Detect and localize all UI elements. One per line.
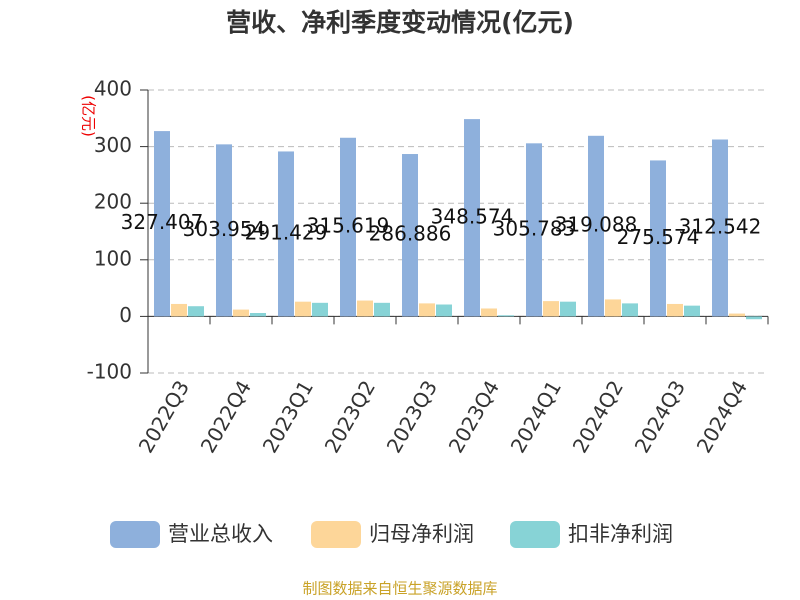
source-note: 制图数据来自恒生聚源数据库 [302,580,497,598]
x-tick-label: 2024Q3 [630,376,690,457]
data-label: 303.954 [183,217,266,241]
bar [650,160,666,317]
legend-label: 归母净利润 [369,522,474,546]
bar [188,306,204,317]
y-tick-label: 400 [94,77,132,101]
chart-title: 营收、净利季度变动情况(亿元) [226,8,574,37]
data-label: 291.429 [245,220,328,244]
bar [729,313,745,317]
data-label: 312.542 [679,214,762,238]
legend-swatch [311,521,361,548]
bar [543,301,559,317]
bar [667,303,683,317]
bar [560,301,576,317]
data-label: 319.088 [555,213,638,237]
data-label: 327.407 [121,210,204,234]
data-label: 305.783 [493,216,576,240]
data-label: 348.574 [431,204,514,228]
bar [357,300,373,317]
x-tick-label: 2022Q3 [134,376,194,457]
y-tick-label: 0 [119,303,132,327]
bar [295,301,311,317]
bar [171,303,187,317]
bar [419,303,435,317]
legend-swatch [510,521,560,548]
y-tick-label: 200 [94,190,132,214]
y-axis-label: (亿元) [80,95,98,137]
bar [746,316,762,320]
x-tick-label: 2023Q3 [382,376,442,457]
x-tick-label: 2023Q1 [258,376,318,457]
bar [216,144,232,317]
bar [605,299,621,317]
bar [498,315,514,317]
bar [340,137,356,317]
bar [374,302,390,317]
bar [278,151,294,317]
y-tick-label: 300 [94,133,132,157]
x-tick-label: 2024Q2 [568,376,628,457]
bar [526,143,542,317]
bar [154,131,170,317]
legend-label: 扣非净利润 [568,522,673,546]
bar [684,305,700,317]
bar [622,303,638,317]
legend-label: 营业总收入 [168,522,273,546]
data-label: 275.574 [617,225,700,249]
legend-swatch [110,521,160,548]
y-tick-label: 100 [94,246,132,270]
bar [588,135,604,317]
bar [712,139,728,317]
data-label: 315.619 [307,214,390,238]
bar [250,313,266,317]
bar [402,154,418,317]
x-tick-label: 2023Q2 [320,376,380,457]
x-tick-label: 2022Q4 [196,376,256,457]
bar [481,308,497,317]
bar [312,302,328,317]
x-tick-label: 2024Q1 [506,376,566,457]
x-tick-label: 2023Q4 [444,376,504,457]
y-tick-label: -100 [87,360,132,384]
data-label: 286.886 [369,222,452,246]
bar [233,309,249,317]
bar [464,119,480,317]
bar [436,304,452,317]
x-tick-label: 2024Q4 [692,376,752,457]
